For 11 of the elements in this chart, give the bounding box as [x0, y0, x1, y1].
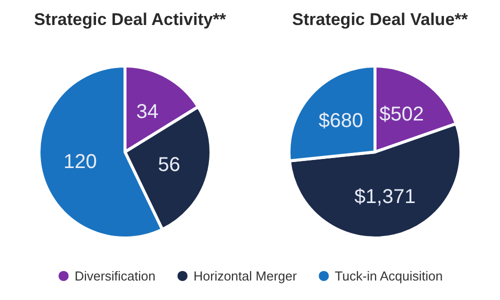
data-label: 56 [158, 154, 180, 176]
slice-label: Strategic Deal Value** [292, 10, 468, 29]
legend-label: Tuck-in Acquisition [334, 268, 443, 284]
data-label: 34 [136, 100, 159, 123]
legend-label: Horizontal Merger [193, 268, 298, 284]
data-label: $680 [318, 110, 364, 132]
data-label: $1,371 [354, 186, 416, 208]
slice-label: Strategic Deal Activity** [34, 10, 226, 29]
legend-label: Diversification [74, 268, 156, 284]
data-label: $502 [379, 104, 424, 126]
data-label: 120 [63, 151, 97, 174]
